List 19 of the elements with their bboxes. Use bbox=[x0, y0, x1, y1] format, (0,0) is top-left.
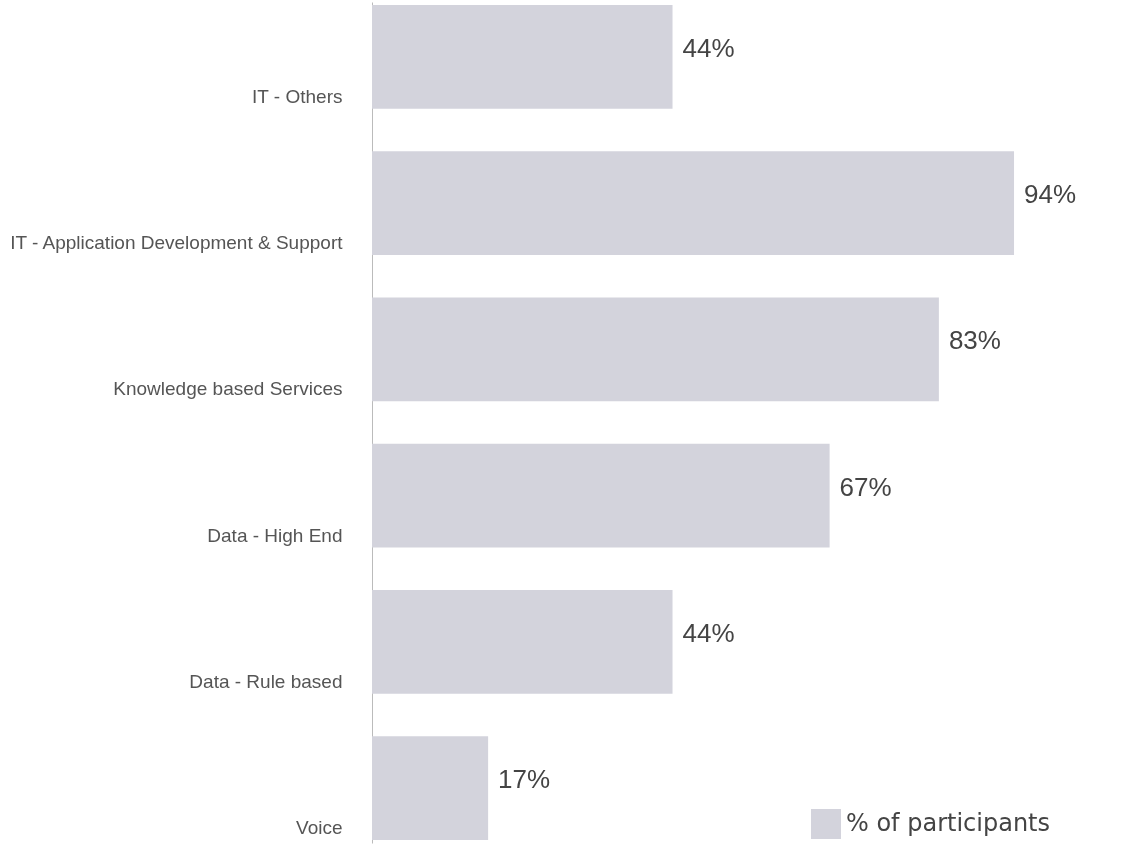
y-tick-label: IT - Application Development & Support bbox=[10, 232, 344, 254]
data-label: 83% bbox=[948, 325, 1001, 356]
bar bbox=[372, 736, 489, 841]
y-tick-label: IT - Others bbox=[252, 85, 343, 107]
bar bbox=[372, 151, 1015, 256]
data-label: 17% bbox=[498, 764, 551, 795]
y-tick-label: Data - Rule based bbox=[189, 670, 343, 692]
legend-label: % of participants bbox=[846, 809, 1051, 837]
y-tick-label: Data - High End bbox=[207, 524, 343, 546]
y-tick-label: Knowledge based Services bbox=[113, 378, 343, 400]
bar bbox=[372, 4, 673, 109]
data-label: 44% bbox=[682, 32, 735, 63]
data-label: 94% bbox=[1024, 179, 1077, 210]
y-tick-label: Voice bbox=[296, 817, 343, 839]
bar bbox=[372, 297, 939, 402]
bar bbox=[372, 443, 830, 548]
data-label: 44% bbox=[682, 617, 735, 648]
bar bbox=[372, 589, 673, 694]
data-label: 67% bbox=[839, 471, 892, 502]
